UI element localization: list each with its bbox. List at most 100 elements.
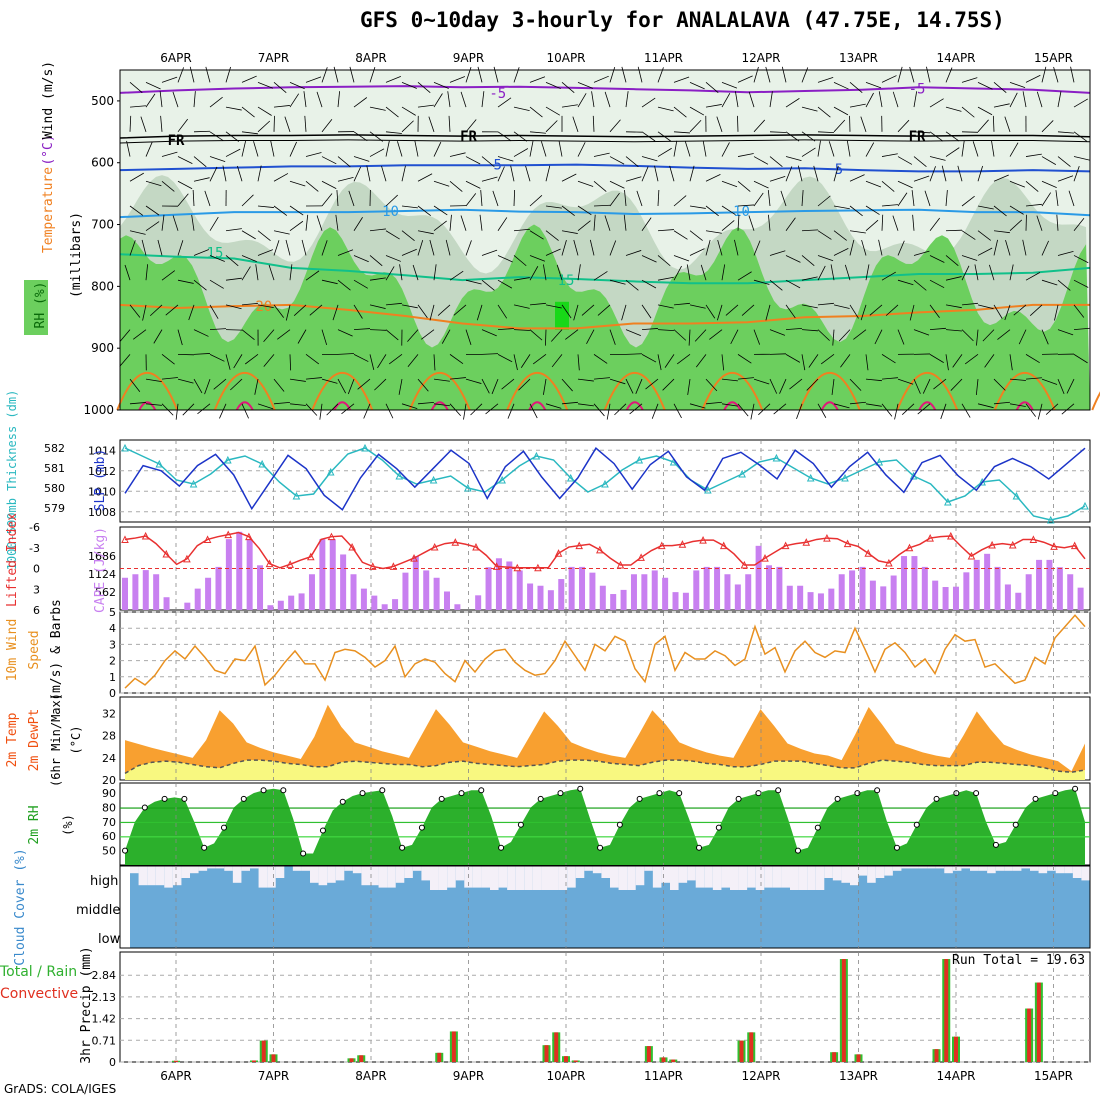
cloud-high-gap [1055, 866, 1065, 874]
rh-point [794, 847, 801, 854]
wind-barb [614, 403, 627, 416]
wind-barb [721, 142, 730, 157]
contour-label: 5 [835, 162, 843, 178]
wind-barb [1009, 403, 1026, 407]
cape-bar [1067, 574, 1074, 610]
wind-barb [545, 304, 562, 309]
wind-barb [273, 205, 288, 216]
wind-barb [593, 354, 608, 364]
wind-barb [513, 329, 530, 331]
wind-barb [758, 403, 771, 416]
cloud-high-gap [267, 866, 276, 888]
wind-barb [695, 354, 707, 368]
isotherm-line [119, 303, 1090, 330]
wind-barb [721, 403, 738, 407]
wind-barb [961, 230, 976, 240]
convective-bar [349, 1058, 354, 1062]
wind-barb [241, 329, 255, 340]
wind-barb [961, 106, 975, 118]
date-label-top: 6APR [160, 51, 191, 65]
wind-barb [447, 91, 451, 108]
wind-barb [161, 377, 178, 380]
wind-barb [929, 166, 936, 182]
precip-total-label: Total / Rain [0, 964, 77, 980]
thickness-series-marker [1046, 515, 1055, 524]
wind-barb [849, 174, 865, 182]
wind-barb [513, 148, 529, 157]
wind-barb [225, 106, 242, 111]
wind-barb [337, 378, 347, 394]
wind-barb [721, 180, 738, 188]
wind-barb [929, 255, 945, 263]
wind-barb [913, 131, 930, 134]
wind-barb [145, 221, 160, 232]
slp-label: SLP (mb) [93, 449, 108, 512]
wind-barb [1057, 279, 1071, 291]
thickness-series-marker [155, 459, 164, 468]
wind-barb [449, 377, 466, 380]
wind-barb [881, 271, 896, 281]
wind-barb [177, 180, 193, 190]
wind-barb [748, 215, 755, 231]
wind-barb [785, 131, 800, 142]
cloud-high-gap [884, 866, 893, 876]
wind-barb [319, 403, 323, 420]
wind-barb [369, 277, 386, 281]
wind-barb [673, 302, 690, 306]
thickness-tick: 582 [44, 442, 65, 455]
cloud-high-gap [1004, 866, 1013, 871]
wind-barb [700, 264, 707, 281]
wind-barb [285, 239, 291, 256]
wind-barb [481, 176, 498, 182]
wind-barb [801, 190, 804, 207]
wind-barb [219, 403, 227, 419]
cape-bar [859, 566, 866, 610]
wind-barb [401, 81, 417, 89]
lifted-series-marker [616, 560, 625, 569]
cloud-high-gap [815, 866, 825, 890]
wind-barb [129, 115, 132, 132]
thickness-series-marker [944, 497, 952, 506]
cloud-high-gap [944, 866, 953, 874]
wind-barb [1009, 219, 1023, 232]
wind-barb [604, 91, 611, 108]
wind-barb [849, 401, 866, 405]
wind-barb [381, 165, 387, 182]
cape-tick: 562 [95, 586, 116, 599]
slp-tick: 1014 [88, 444, 116, 457]
wind-barb [1009, 180, 1026, 188]
lifted-series-marker [885, 558, 893, 567]
wind-barb [353, 354, 369, 362]
temperature-label: Temperature [41, 167, 56, 253]
lifted-series-marker [430, 542, 439, 551]
convective-bar [554, 1032, 559, 1062]
wind-barb [977, 304, 994, 310]
thickness-series-marker [978, 477, 986, 486]
wind-barb [801, 304, 818, 309]
wind-barb [846, 140, 851, 157]
lifted-series-marker [224, 530, 233, 539]
wind-barb [337, 176, 354, 182]
wind-barb [241, 255, 257, 263]
lifted-series-marker [1070, 541, 1079, 550]
cloud-high-gap [515, 866, 525, 890]
wind-barb [689, 403, 706, 409]
wind-barb [817, 302, 834, 306]
cape-bar [381, 604, 388, 610]
cloud-high-gap [532, 866, 542, 890]
wind-barb [253, 141, 259, 157]
cloud-high-gap [378, 866, 388, 888]
wind-barb [641, 97, 656, 108]
contour-label: -5 [909, 82, 926, 98]
wind-barb [737, 153, 754, 157]
cloud-high-gap [841, 866, 850, 883]
wind-barb [833, 82, 849, 90]
wind-barb [237, 165, 243, 182]
cape-bar [433, 577, 440, 610]
wind-barb [901, 403, 915, 415]
wind-barb [1057, 175, 1074, 182]
wind-barb [593, 214, 596, 231]
wind-barb [929, 304, 940, 318]
cape-bar [495, 558, 502, 610]
convective-bar [451, 1031, 456, 1062]
